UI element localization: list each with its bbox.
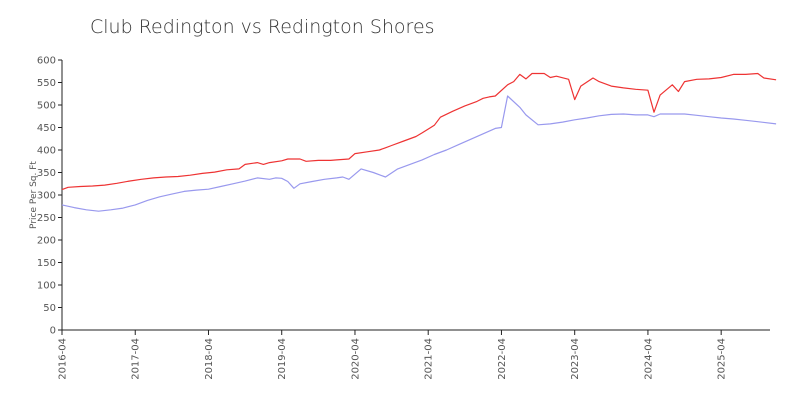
y-axis-title: Price Per Sq. Ft bbox=[29, 161, 39, 229]
series-line-2 bbox=[61, 95, 777, 212]
y-axis: 0 50 100 150 200 250 300 350 400 450 500 550 600 bbox=[37, 56, 63, 337]
y-tick-label: 250 bbox=[37, 213, 56, 224]
y-tick-label: 400 bbox=[37, 146, 56, 157]
x-tick-label: 2024-04 bbox=[643, 338, 654, 380]
y-tick-label: 100 bbox=[37, 281, 56, 292]
series-line-1 bbox=[61, 72, 777, 191]
y-tick-label: 50 bbox=[43, 303, 56, 314]
x-tick-label: 2017-04 bbox=[131, 338, 142, 380]
series-layer bbox=[61, 72, 777, 212]
y-tick-label: 450 bbox=[37, 123, 56, 134]
x-axis: 2016-04 2017-04 2018-04 2019-04 2020-04 2021-… bbox=[58, 329, 770, 380]
y-tick-label: 150 bbox=[37, 258, 56, 269]
x-tick-label: 2016-04 bbox=[58, 338, 69, 380]
x-tick-label: 2019-04 bbox=[277, 338, 288, 380]
x-tick-label: 2020-04 bbox=[350, 338, 361, 380]
y-tick-label: 200 bbox=[37, 236, 56, 247]
x-tick-label: 2023-04 bbox=[570, 338, 581, 380]
x-tick-label: 2022-04 bbox=[497, 338, 508, 380]
y-tick-label: 550 bbox=[37, 78, 56, 89]
x-tick-label: 2018-04 bbox=[204, 338, 215, 380]
y-tick-label: 300 bbox=[37, 191, 56, 202]
chart-title: Club Redington vs Redington Shores bbox=[90, 16, 435, 38]
y-tick-label: 0 bbox=[50, 326, 56, 337]
y-tick-label: 500 bbox=[37, 101, 56, 112]
x-tick-label: 2025-04 bbox=[717, 338, 728, 380]
x-tick-label: 2021-04 bbox=[424, 338, 435, 380]
y-tick-label: 350 bbox=[37, 168, 56, 179]
y-tick-label: 600 bbox=[37, 56, 56, 67]
